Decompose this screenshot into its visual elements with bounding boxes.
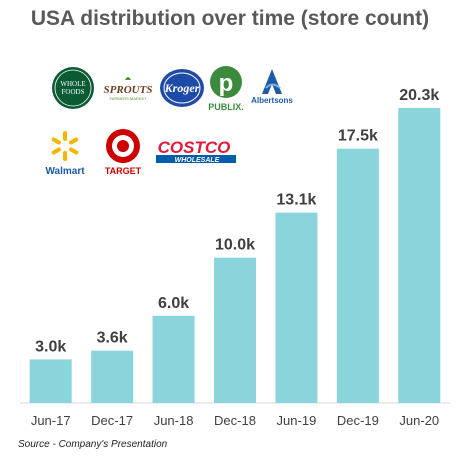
- svg-text:Kroger: Kroger: [164, 81, 200, 95]
- bar-dec-19: [336, 148, 379, 403]
- x-tick-label: Jun-19: [277, 413, 317, 428]
- svg-text:Walmart: Walmart: [45, 166, 85, 177]
- target-logo: TARGET: [100, 126, 146, 183]
- bar-dec-17: [91, 350, 134, 403]
- svg-text:FOODS: FOODS: [62, 88, 85, 96]
- whole-foods-logo: WHOLE FOODS: [51, 66, 95, 115]
- data-label: 3.0k: [35, 338, 66, 355]
- bar-jun-19: [275, 212, 318, 403]
- costco-logo: COSTCO WHOLESALE: [150, 138, 238, 171]
- x-tick-label: Dec-19: [337, 413, 379, 428]
- svg-text:p: p: [219, 70, 234, 97]
- walmart-logo: Walmart: [40, 128, 90, 183]
- sprouts-logo: SPROUTS FARMERS MARKET: [103, 74, 153, 109]
- svg-text:PUBLIX.: PUBLIX.: [208, 102, 244, 112]
- svg-text:TARGET: TARGET: [105, 166, 142, 176]
- svg-text:WHOLESALE: WHOLESALE: [175, 157, 220, 164]
- data-label: 17.5k: [338, 128, 378, 145]
- kroger-logo: Kroger: [159, 68, 205, 113]
- x-tick-label: Dec-17: [91, 413, 133, 428]
- svg-text:COSTCO: COSTCO: [158, 138, 231, 157]
- source-note: Source - Company's Presentation: [18, 439, 168, 450]
- publix-logo: p PUBLIX.: [204, 64, 248, 119]
- x-tick-label: Dec-18: [214, 413, 256, 428]
- bar-jun-20: [398, 108, 441, 403]
- x-tick-label: Jun-18: [154, 413, 194, 428]
- bar-jun-18: [152, 315, 195, 403]
- svg-text:FARMERS MARKET: FARMERS MARKET: [109, 96, 147, 101]
- x-tick-label: Jun-17: [31, 413, 71, 428]
- x-tick-label: Jun-20: [399, 413, 439, 428]
- svg-text:SPROUTS: SPROUTS: [104, 84, 153, 96]
- bar-jun-17: [29, 359, 72, 403]
- bar-dec-18: [214, 257, 256, 403]
- data-label: 6.0k: [158, 295, 189, 312]
- data-label: 10.0k: [215, 237, 255, 254]
- data-label: 13.1k: [276, 192, 316, 209]
- albertsons-logo: Albertsons: [248, 66, 296, 111]
- chart-title: USA distribution over time (store count): [30, 7, 430, 30]
- data-label: 3.6k: [97, 330, 128, 347]
- svg-text:Albertsons: Albertsons: [251, 96, 293, 105]
- data-label: 20.3k: [399, 87, 439, 104]
- svg-text:WHOLE: WHOLE: [60, 80, 85, 88]
